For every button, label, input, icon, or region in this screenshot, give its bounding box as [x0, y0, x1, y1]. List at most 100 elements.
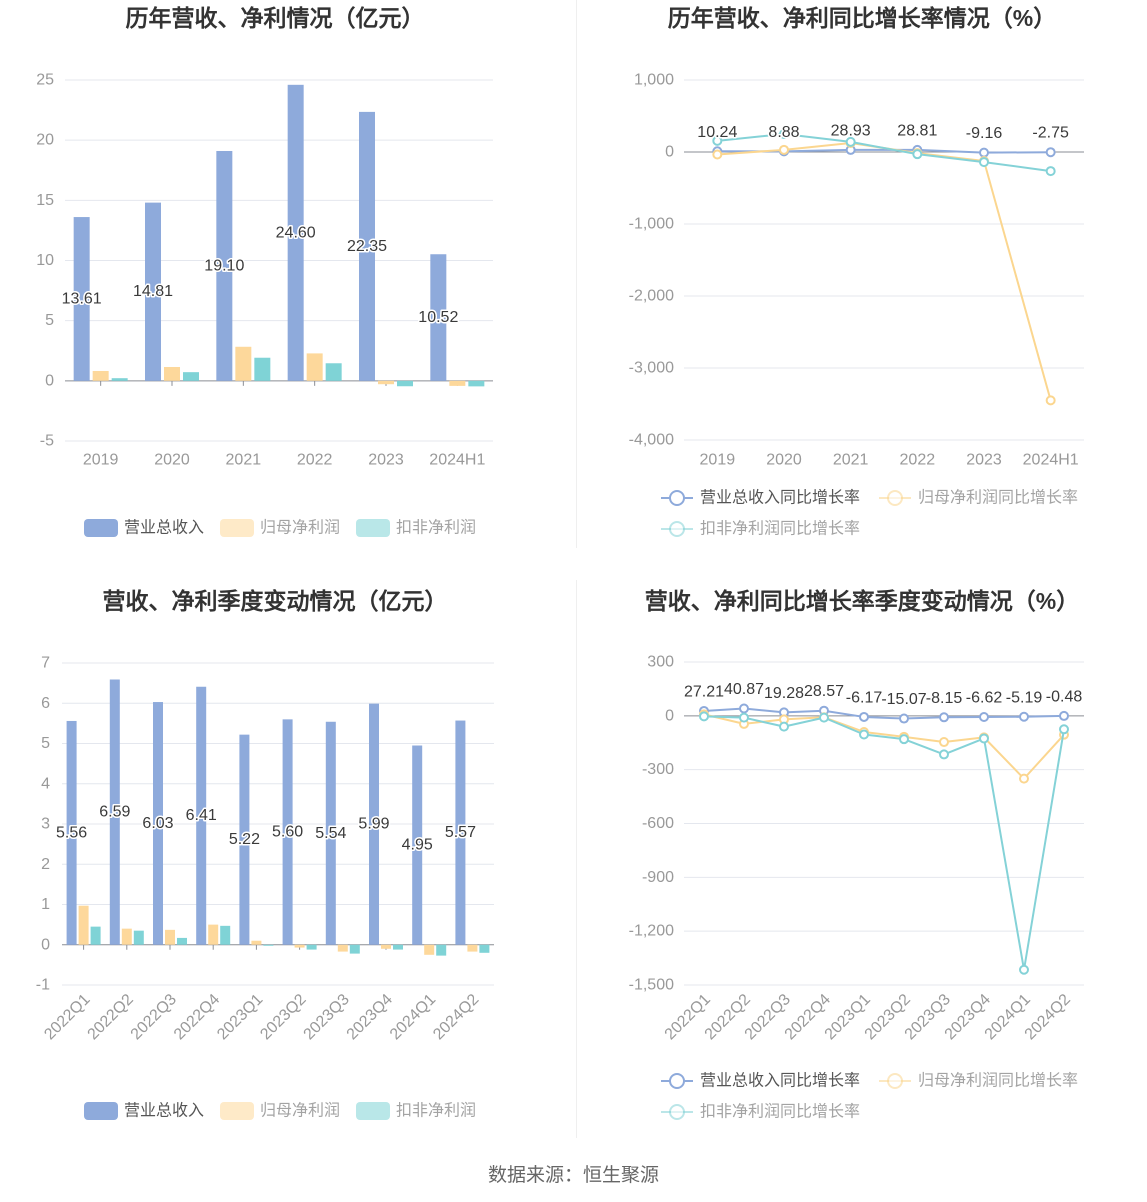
legend-swatch-icon — [356, 519, 390, 537]
legend-swatch-icon — [220, 519, 254, 537]
x-tick-label: 2024Q1 — [387, 991, 439, 1043]
data-label-revenue-2022q1: 5.56 — [56, 824, 87, 841]
bar-net-profit-2023 — [378, 380, 394, 385]
data-label-revenue-2023: 22.35 — [347, 238, 387, 255]
line-net-profit-growth — [717, 142, 1052, 401]
legend-item-revenue[interactable]: 营业总收入 — [84, 1102, 204, 1121]
chart-title: 历年营收、净利同比增长率情况（%） — [668, 5, 1056, 31]
data-label-revenue-2022q2: 6.59 — [99, 804, 130, 821]
bar-deducted-net-profit-2022q4 — [220, 925, 231, 945]
legend-circle-icon — [887, 1073, 903, 1089]
x-tick-label: 2021 — [226, 452, 262, 469]
data-labels-revenue-growth: 10.24 8.88 28.93 28.81 -9.16 -2.75 — [696, 121, 1071, 144]
series-revenue-growth — [699, 703, 1069, 724]
grid-lines — [684, 79, 1084, 441]
point-deducted-net-profit-growth-2024q2 — [1059, 724, 1069, 735]
legend-item-deducted-net-profit[interactable]: 扣非净利润 — [356, 519, 476, 538]
bar-net-profit-2020 — [164, 366, 180, 381]
legend-item-net-profit-growth[interactable]: 归母净利润同比增长率 — [879, 1072, 1078, 1090]
point-deducted-net-profit-growth-2023q4 — [979, 733, 989, 744]
data-label-revenue-2020: 14.81 — [133, 283, 173, 300]
chart-title: 营收、净利季度变动情况（亿元） — [103, 588, 448, 614]
point-deducted-net-profit-growth-2024q1 — [1019, 964, 1029, 975]
data-labels-revenue-growth: 27.21 40.87 19.28 28.57 -6.17 -15.07 -8.15 -6.6… — [682, 679, 1083, 709]
legend-swatch-icon — [84, 1102, 118, 1120]
data-label-revenue-growth-2021: 28.93 — [831, 122, 871, 139]
point-deducted-net-profit-growth-2022q3 — [779, 721, 789, 732]
bar-revenue-2022q2 — [109, 679, 120, 945]
y-axis: 1,000 0 -1,000 -2,000 -3,000 -4,000 — [629, 72, 674, 449]
legend-item-net-profit-growth[interactable]: 归母净利润同比增长率 — [879, 489, 1078, 507]
point-net-profit-growth-2024q1 — [1019, 773, 1029, 784]
bar-net-profit-2023q3 — [337, 944, 348, 952]
chart-quarterly-revenue-profit: 营收、净利季度变动情况（亿元）76543210-12022Q12022Q2202… — [36, 588, 494, 1120]
y-tick-label: -900 — [642, 869, 674, 886]
data-label-revenue-2021: 19.10 — [204, 257, 244, 274]
series-deducted-net-profit — [111, 357, 485, 387]
legend-item-deducted-net-profit-growth[interactable]: 扣非净利润同比增长率 — [661, 520, 860, 538]
legend-label: 扣非净利润 — [396, 519, 476, 537]
legend-circle-icon — [669, 1073, 685, 1089]
bar-net-profit-2022q3 — [165, 929, 175, 945]
data-label-revenue-2019: 13.61 — [62, 290, 102, 307]
x-axis: 2022Q12022Q22022Q32022Q42023Q12023Q22023… — [41, 944, 482, 1043]
bar-net-profit-2021 — [235, 346, 252, 381]
data-label-revenue-2023q2: 5.60 — [272, 824, 303, 841]
y-tick-label: 7 — [41, 655, 50, 672]
data-label-revenue-2024q2: 5.57 — [445, 824, 476, 841]
x-tick-label: 2019 — [700, 452, 736, 469]
legend-label: 归母净利润同比增长率 — [918, 1072, 1078, 1090]
y-tick-label: 0 — [665, 707, 674, 724]
legend-item-net-profit[interactable]: 归母净利润 — [220, 1102, 340, 1121]
legend-swatch-icon — [356, 1102, 390, 1120]
x-tick-label: 2022Q1 — [41, 991, 93, 1043]
y-tick-label: -300 — [642, 761, 674, 778]
point-revenue-growth-2024h1 — [1045, 147, 1056, 158]
point-net-profit-growth-2024h1 — [1045, 395, 1056, 406]
data-label-revenue-growth-2023q4: -6.62 — [966, 690, 1003, 707]
legend-item-revenue[interactable]: 营业总收入 — [84, 519, 204, 538]
data-label-revenue-growth-2024q2: -0.48 — [1046, 688, 1083, 705]
bar-deducted-net-profit-2024q2 — [479, 944, 490, 953]
x-tick-label: 2020 — [154, 452, 190, 469]
series-net-profit — [78, 905, 478, 955]
point-deducted-net-profit-growth-2022q4 — [819, 712, 829, 723]
bar-revenue-2020 — [145, 202, 161, 381]
bar-deducted-net-profit-2019 — [111, 378, 128, 381]
y-tick-label: 300 — [647, 654, 674, 671]
legend-item-deducted-net-profit[interactable]: 扣非净利润 — [356, 1102, 476, 1121]
bar-deducted-net-profit-2023q2 — [306, 944, 317, 950]
legend-circle-icon — [669, 1104, 685, 1120]
bar-revenue-2023 — [359, 111, 375, 381]
point-deducted-net-profit-growth-2022q2 — [739, 712, 749, 723]
line-net-profit-growth — [703, 713, 1065, 780]
bar-revenue-2023q3 — [325, 721, 336, 945]
bar-deducted-net-profit-2020 — [183, 372, 199, 381]
legend-item-net-profit[interactable]: 归母净利润 — [220, 519, 340, 538]
data-label-revenue-growth-2022q3: 19.28 — [764, 685, 804, 702]
legend-item-revenue-growth[interactable]: 营业总收入同比增长率 — [661, 489, 860, 507]
data-label-revenue-2024q1: 4.95 — [402, 837, 433, 854]
data-label-revenue-2023q3: 5.54 — [315, 825, 346, 842]
x-axis: 2019 2020 2021 2022 2023 2024H1 — [700, 452, 1079, 469]
bar-revenue-2021 — [216, 150, 233, 381]
legend-label: 营业总收入同比增长率 — [700, 1072, 860, 1090]
x-tick-label: 2022Q3 — [128, 991, 180, 1043]
chart-annual-revenue-profit: 历年营收、净利情况（亿元） 25 20 15 10 5 0 -5 2019 2020 2021 202… — [36, 5, 493, 537]
legend-item-deducted-net-profit-growth[interactable]: 扣非净利润同比增长率 — [661, 1103, 860, 1121]
legend-item-revenue-growth[interactable]: 营业总收入同比增长率 — [661, 1072, 860, 1090]
data-label-revenue-growth-2024q1: -5.19 — [1006, 689, 1043, 706]
x-tick-label: 2023 — [966, 452, 1002, 469]
y-tick-label: 20 — [36, 132, 54, 149]
bar-revenue-2022 — [287, 84, 304, 381]
data-label-revenue-growth-2022q2: 40.87 — [724, 681, 764, 698]
bar-net-profit-2022q2 — [121, 928, 132, 945]
line-deducted-net-profit-growth — [717, 133, 1051, 173]
y-tick-label: 0 — [41, 936, 50, 953]
bar-revenue-2023q4 — [369, 703, 379, 945]
legend-circle-icon — [669, 490, 685, 506]
